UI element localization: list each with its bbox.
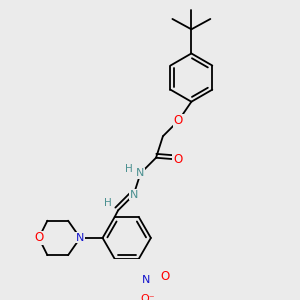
Text: N: N — [129, 190, 138, 200]
Text: H: H — [104, 198, 112, 208]
Text: O: O — [174, 114, 183, 127]
Text: N: N — [76, 233, 84, 243]
Text: O⁻: O⁻ — [140, 294, 155, 300]
Text: N: N — [136, 168, 145, 178]
Text: H: H — [124, 164, 132, 174]
Text: O: O — [160, 270, 169, 284]
Text: O: O — [173, 153, 182, 166]
Text: N: N — [142, 275, 150, 285]
Text: O: O — [34, 231, 44, 244]
